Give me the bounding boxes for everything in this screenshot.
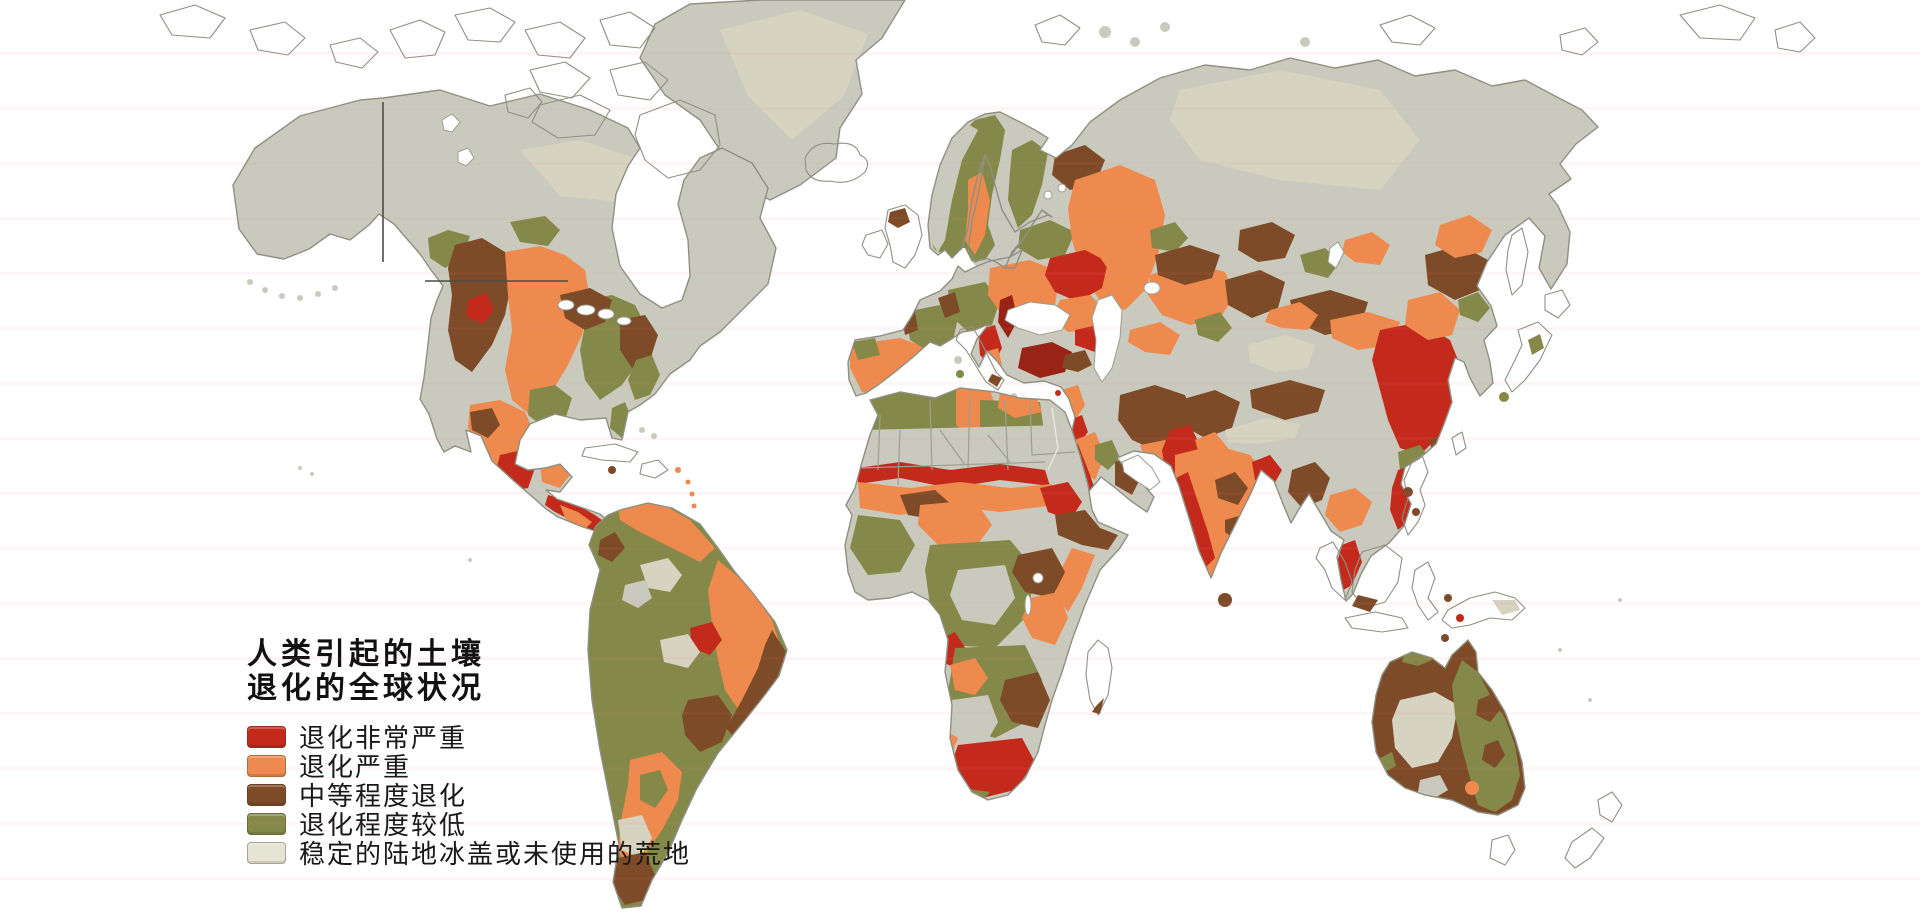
legend-item-severe: 退化严重 [247,751,691,782]
legend-label: 中等程度退化 [299,782,468,811]
continent-australia [1371,639,1526,816]
great-lakes [441,113,632,326]
legend-swatch-severe [247,754,286,777]
legend-title-line2: 退化的全球状况 [247,672,485,705]
southeast-asia-islands [1218,431,1467,642]
tasmania [1489,834,1516,866]
legend-items: 退化非常严重 退化严重 中等程度退化 退化程度较低 稳定的陆地冰盖或未使用的荒地 [247,722,691,869]
continent-north-america [232,89,777,534]
legend-item-low: 退化程度较低 [247,809,691,840]
caribbean-islands [581,427,697,509]
new-zealand [1564,791,1623,869]
arctic-islands [159,4,1816,179]
legend-swatch-stable [247,841,286,864]
japan [1499,227,1571,402]
legend-item-very-severe: 退化非常严重 [247,722,691,753]
continent-greenland [639,0,906,201]
legend-swatch-very-severe [247,725,286,748]
legend-label: 稳定的陆地冰盖或未使用的荒地 [299,840,692,869]
aleutian-islands [247,279,338,301]
map-legend: 人类引起的土壤 退化的全球状况 退化非常严重 退化严重 中等程度退化 退化程度较… [247,638,691,869]
new-guinea [1441,591,1526,629]
legend-label: 退化非常严重 [299,724,468,753]
legend-label: 退化程度较低 [299,811,468,840]
inland-seas [1004,183,1345,491]
legend-swatch-moderate [247,783,286,806]
legend-label: 退化严重 [299,753,412,782]
nile-river [1047,407,1059,471]
iceland [804,142,869,183]
country-borders-africa [861,394,1076,486]
legend-swatch-low [247,812,286,835]
british-isles [861,204,923,269]
legend-item-stable: 稳定的陆地冰盖或未使用的荒地 [247,838,691,869]
pacific-islands [298,466,1622,702]
legend-item-moderate: 中等程度退化 [247,780,691,811]
legend-title-line1: 人类引起的土壤 [247,638,485,671]
legend-title: 人类引起的土壤 退化的全球状况 [247,638,691,706]
madagascar [1085,639,1113,716]
